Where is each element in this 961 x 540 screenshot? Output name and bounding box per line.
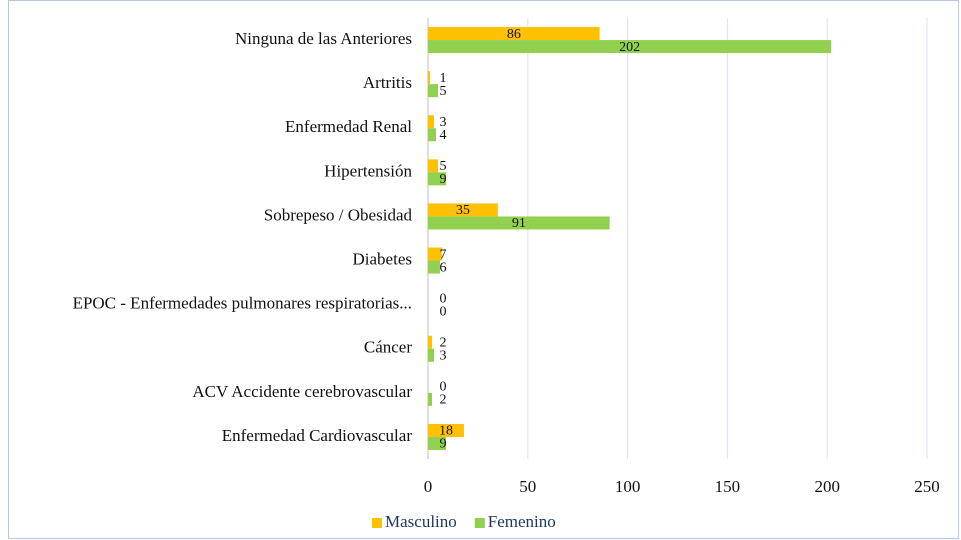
bar bbox=[428, 260, 440, 274]
bar bbox=[428, 115, 434, 129]
bar bbox=[428, 40, 832, 54]
value-label: 3 bbox=[440, 348, 447, 363]
value-label: 91 bbox=[512, 216, 526, 231]
y-tick-label: Sobrepeso / Obesidad bbox=[264, 205, 413, 224]
x-tick-label: 200 bbox=[814, 477, 840, 496]
bar bbox=[428, 27, 600, 41]
value-label: 0 bbox=[440, 291, 447, 306]
legend-label: Femenino bbox=[488, 512, 556, 531]
value-label: 7 bbox=[440, 247, 447, 262]
value-label: 0 bbox=[440, 380, 447, 395]
value-label: 9 bbox=[440, 172, 447, 187]
bar bbox=[428, 203, 498, 217]
value-label: 86 bbox=[507, 27, 521, 42]
legend-label: Masculino bbox=[385, 512, 457, 531]
bar bbox=[428, 71, 430, 85]
chart-border bbox=[8, 0, 959, 539]
value-label: 35 bbox=[456, 203, 470, 218]
y-tick-label: Hipertensión bbox=[324, 161, 412, 180]
y-tick-label: EPOC - Enfermedades pulmonares respirato… bbox=[73, 294, 412, 313]
y-tick-label: Enfermedad Cardiovascular bbox=[222, 426, 413, 445]
y-tick-label: Cáncer bbox=[364, 338, 412, 357]
value-label: 18 bbox=[439, 424, 453, 439]
y-tick-label: Enfermedad Renal bbox=[285, 117, 412, 136]
x-tick-label: 0 bbox=[424, 477, 433, 496]
y-tick-label: ACV Accidente cerebrovascular bbox=[192, 382, 412, 401]
value-label: 9 bbox=[440, 437, 447, 452]
bar bbox=[428, 172, 446, 186]
x-tick-label: 250 bbox=[914, 477, 940, 496]
bar bbox=[428, 84, 438, 98]
value-label: 6 bbox=[440, 260, 447, 275]
bar bbox=[428, 128, 436, 142]
bar bbox=[428, 335, 432, 349]
bar bbox=[428, 216, 610, 230]
x-tick-label: 50 bbox=[519, 477, 536, 496]
value-label: 202 bbox=[619, 40, 640, 55]
value-label: 0 bbox=[440, 304, 447, 319]
legend-swatch bbox=[474, 518, 485, 528]
value-label: 1 bbox=[440, 71, 447, 86]
value-label: 5 bbox=[440, 159, 447, 174]
x-tick-label: 150 bbox=[715, 477, 741, 496]
y-tick-label: Artritis bbox=[363, 73, 412, 92]
legend-swatch bbox=[372, 518, 382, 528]
value-label: 3 bbox=[440, 115, 447, 130]
bar bbox=[428, 392, 432, 406]
value-label: 2 bbox=[440, 335, 447, 350]
bar bbox=[428, 348, 434, 362]
y-tick-label: Diabetes bbox=[353, 249, 412, 268]
value-label: 2 bbox=[440, 393, 447, 408]
x-tick-label: 100 bbox=[615, 477, 641, 496]
value-label: 4 bbox=[440, 128, 447, 143]
bar bbox=[428, 423, 464, 437]
y-tick-label: Ninguna de las Anteriores bbox=[235, 29, 412, 48]
bar bbox=[428, 436, 446, 450]
bar bbox=[428, 247, 442, 261]
bar bbox=[428, 159, 438, 173]
value-label: 5 bbox=[440, 84, 447, 99]
